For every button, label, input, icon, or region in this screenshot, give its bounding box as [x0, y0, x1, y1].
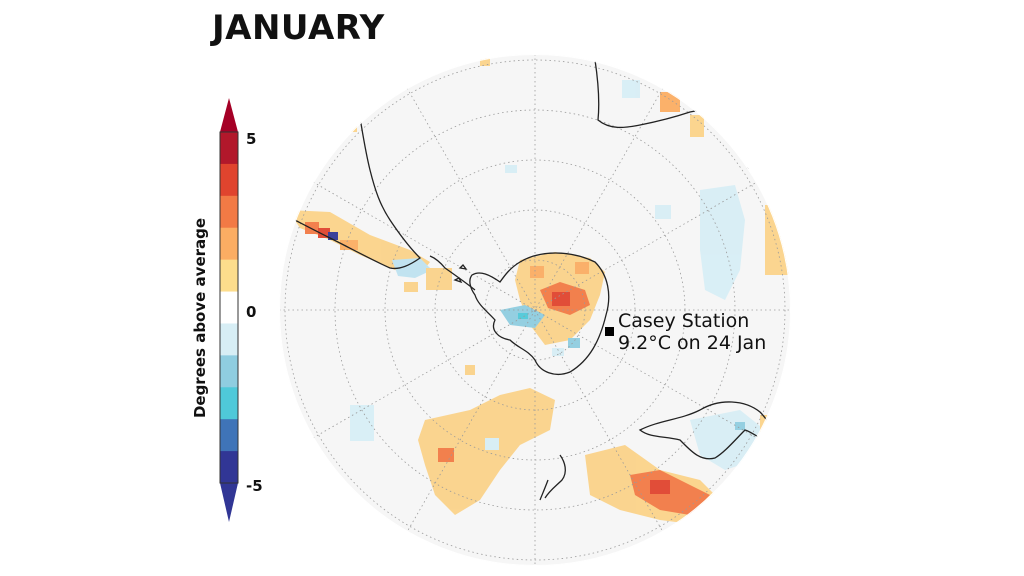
colorbar-segments [220, 132, 238, 484]
colorbar-segment [220, 419, 238, 452]
antarctica-coast [469, 252, 610, 375]
antarctic-peninsula [429, 255, 476, 291]
colorbar [219, 98, 239, 522]
colorbar-extend-high [220, 98, 238, 132]
casey-station-label: Casey Station [618, 310, 750, 332]
new-zealand-coast [539, 454, 566, 501]
colorbar-tick-zero: 0 [246, 303, 257, 321]
casey-station-marker [605, 327, 614, 336]
colorbar-segment [220, 227, 238, 261]
colorbar-segment [220, 132, 238, 165]
colorbar-segment [220, 259, 238, 293]
anomaly-patches [288, 58, 790, 525]
colorbar-segment [220, 387, 238, 420]
casey-station-value: 9.2°C on 24 Jan [618, 332, 767, 354]
south-america-coast [284, 104, 422, 270]
colorbar-segment [220, 195, 238, 229]
colorbar-segment [220, 355, 238, 388]
map-title: JANUARY [212, 8, 385, 48]
graticule [279, 54, 791, 566]
colorbar-tick-max: 5 [246, 130, 257, 148]
map-disc [279, 54, 791, 566]
colorbar-segment [220, 163, 238, 197]
colorbar-segment [220, 323, 238, 356]
colorbar-extend-low [220, 483, 238, 522]
colorbar-segment [220, 291, 238, 324]
coastlines [284, 59, 774, 501]
colorbar-segment [220, 451, 238, 484]
colorbar-tick-min: -5 [246, 477, 263, 495]
